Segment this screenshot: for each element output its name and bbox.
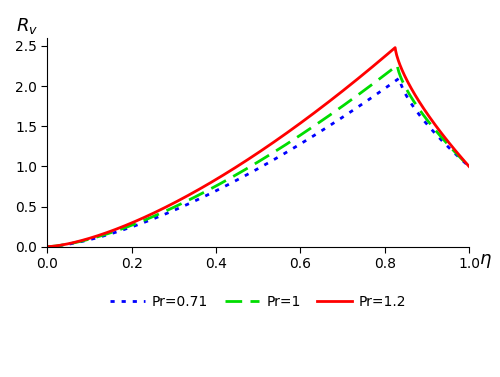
Pr=1 [300, 131, 306, 135]
Line: Pr=1: Pr=1 [48, 65, 469, 247]
Pr=0.71 [300, 140, 306, 144]
Pr=1 [289, 138, 295, 143]
Pr=1.2 [300, 119, 306, 123]
Pr=1.2 [392, 45, 398, 50]
Pr=0.71 [44, 244, 51, 249]
Pr=1.2 [289, 127, 295, 131]
Legend: Pr=0.71, Pr=1, Pr=1.2: Pr=0.71, Pr=1, Pr=1.2 [104, 289, 412, 314]
Pr=0.71 [396, 76, 402, 80]
Pr=0.71 [364, 98, 370, 103]
Pr=1 [44, 244, 51, 249]
Pr=1 [466, 164, 472, 169]
Pr=0.71 [408, 101, 414, 106]
Pr=1 [70, 241, 76, 245]
Pr=1 [394, 63, 400, 67]
Line: Pr=0.71: Pr=0.71 [48, 78, 469, 247]
Pr=1.2 [466, 164, 472, 169]
Pr=0.71 [313, 132, 319, 136]
Pr=1 [313, 123, 319, 127]
Pr=0.71 [289, 147, 295, 151]
X-axis label: η: η [480, 250, 492, 268]
Line: Pr=1.2: Pr=1.2 [48, 48, 469, 247]
Pr=1.2 [44, 244, 51, 249]
Pr=1.2 [364, 69, 370, 74]
Pr=1 [364, 86, 370, 90]
Pr=1.2 [70, 241, 76, 245]
Text: $R_v$: $R_v$ [16, 16, 38, 36]
Pr=1 [408, 95, 414, 99]
Pr=0.71 [70, 241, 76, 245]
Pr=0.71 [466, 164, 472, 169]
Pr=1.2 [408, 86, 414, 90]
Pr=1.2 [313, 109, 319, 114]
